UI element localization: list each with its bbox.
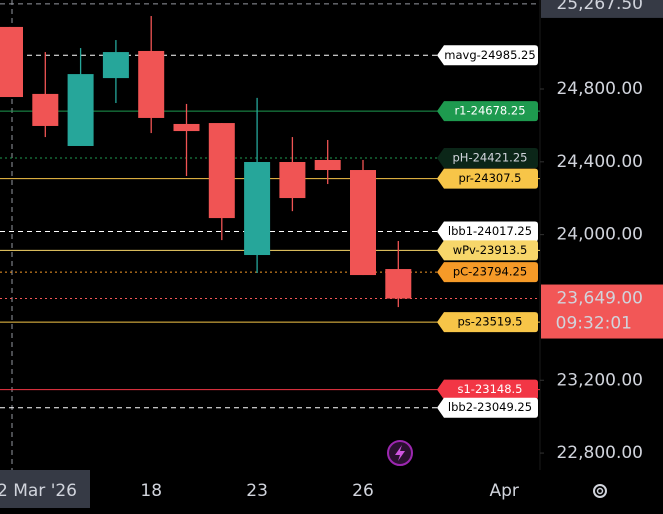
y-tick-label: 23,200.00: [556, 370, 643, 390]
candle-body: [208, 123, 235, 219]
crosshair-y-label: 25,267.50: [556, 0, 643, 14]
level-tag: [437, 101, 538, 122]
candle-body: [67, 74, 94, 146]
candle-body: [102, 52, 129, 79]
candle-body: [350, 170, 376, 276]
level-tag: [437, 262, 538, 283]
y-tick-label: 24,400.00: [556, 152, 643, 172]
x-tick-label: 26: [352, 481, 374, 501]
candle-body: [314, 160, 341, 171]
level-label: pC-23794.25: [453, 265, 527, 279]
level-label: lbb1-24017.25: [448, 224, 532, 238]
price-box: [541, 284, 663, 339]
level-tag: [437, 45, 538, 66]
lightning-icon[interactable]: [387, 440, 413, 466]
level-tag: [437, 397, 538, 418]
candle-body: [138, 50, 165, 118]
level-label: wPv-23913.5: [453, 243, 528, 257]
y-tick-label: 22,800.00: [556, 443, 643, 463]
price-label: 23,649.00: [556, 289, 643, 309]
candle-body: [0, 26, 23, 98]
candle-body: [173, 123, 200, 132]
candle-body: [385, 269, 412, 299]
level-tag: [437, 312, 538, 333]
level-label: r1-24678.25: [454, 104, 525, 118]
level-label: pH-24421.25: [453, 150, 528, 164]
level-label: lbb2-23049.25: [448, 400, 532, 414]
level-tag: [437, 379, 538, 400]
candle-body: [244, 162, 271, 256]
countdown-label: 09:32:01: [556, 314, 632, 334]
candle-body: [32, 93, 59, 126]
candle-body: [279, 162, 306, 199]
level-label: s1-23148.5: [457, 382, 522, 396]
crosshair-x-label: 2 Mar '26: [0, 481, 77, 501]
level-label: mavg-24985.25: [444, 48, 535, 62]
level-label: ps-23519.5: [458, 315, 523, 329]
y-tick-label: 24,000.00: [556, 225, 643, 245]
y-tick-label: 24,800.00: [556, 79, 643, 99]
x-tick-label: 18: [140, 481, 162, 501]
crosshair-y-box: [541, 0, 663, 18]
x-tick-label: 23: [246, 481, 268, 501]
level-tag: [437, 240, 538, 261]
level-label: pr-24307.5: [459, 171, 522, 185]
level-tag: [437, 168, 538, 189]
level-tag: [437, 221, 538, 242]
settings-icon[interactable]: [593, 484, 607, 498]
crosshair-x-box: [0, 470, 90, 508]
level-tag: [437, 147, 538, 168]
x-tick-label: Apr: [489, 481, 518, 501]
